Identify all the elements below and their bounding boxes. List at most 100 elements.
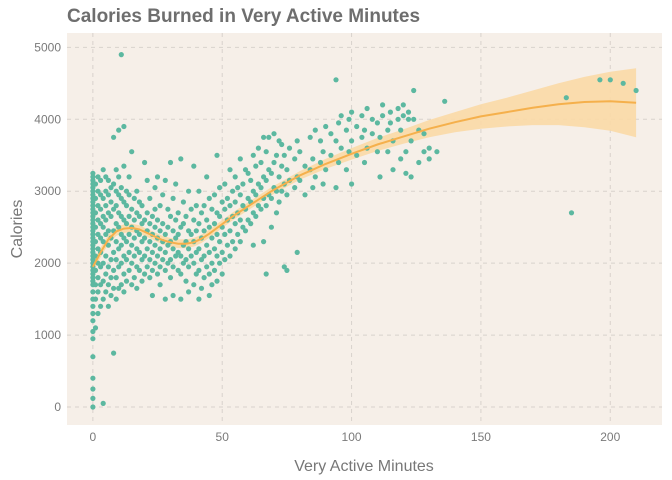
data-point bbox=[191, 217, 197, 223]
data-point bbox=[105, 242, 111, 248]
data-point bbox=[167, 159, 174, 166]
data-point bbox=[211, 221, 218, 227]
data-point bbox=[263, 203, 269, 209]
data-point bbox=[111, 249, 117, 255]
data-point bbox=[134, 285, 140, 291]
data-point bbox=[90, 386, 96, 392]
data-point bbox=[123, 203, 130, 209]
data-point bbox=[193, 271, 199, 277]
data-point bbox=[142, 159, 148, 166]
data-point bbox=[92, 195, 99, 201]
data-point bbox=[336, 159, 342, 166]
data-point bbox=[284, 267, 290, 273]
data-point bbox=[113, 167, 119, 173]
data-point bbox=[90, 375, 96, 381]
data-point bbox=[136, 231, 142, 237]
y-axis-title: Calories bbox=[9, 200, 26, 259]
data-point bbox=[217, 239, 223, 245]
data-point bbox=[108, 275, 114, 281]
data-point bbox=[160, 192, 166, 198]
data-point bbox=[147, 257, 153, 263]
data-point bbox=[307, 134, 313, 140]
data-point bbox=[90, 318, 96, 324]
data-point bbox=[320, 181, 326, 187]
data-point bbox=[105, 282, 111, 288]
data-point bbox=[198, 257, 205, 263]
data-point bbox=[116, 285, 122, 291]
data-point bbox=[90, 275, 96, 281]
data-point bbox=[116, 246, 122, 252]
data-point bbox=[240, 224, 246, 230]
data-point bbox=[144, 210, 150, 216]
data-point bbox=[292, 185, 298, 191]
data-point bbox=[157, 228, 163, 234]
data-point bbox=[118, 195, 124, 201]
data-point bbox=[123, 221, 130, 227]
data-point bbox=[266, 167, 272, 173]
data-point bbox=[377, 174, 383, 180]
data-point bbox=[100, 195, 106, 201]
data-point bbox=[95, 231, 101, 237]
data-point bbox=[123, 188, 130, 194]
data-point bbox=[90, 170, 96, 176]
data-point bbox=[90, 336, 96, 342]
data-point bbox=[214, 231, 220, 237]
data-point bbox=[338, 113, 344, 119]
data-point bbox=[95, 188, 101, 194]
data-point bbox=[105, 192, 111, 198]
data-point bbox=[90, 188, 96, 194]
data-point bbox=[214, 152, 220, 158]
data-point bbox=[90, 354, 96, 360]
data-point bbox=[284, 167, 290, 173]
data-point bbox=[162, 249, 168, 255]
data-point bbox=[245, 195, 251, 201]
data-point bbox=[92, 296, 99, 302]
data-point bbox=[126, 192, 132, 198]
data-point bbox=[255, 145, 261, 151]
data-point bbox=[90, 328, 96, 335]
data-point bbox=[157, 203, 163, 209]
data-point bbox=[411, 87, 417, 94]
data-point bbox=[273, 152, 280, 158]
data-point bbox=[186, 228, 192, 234]
data-point bbox=[154, 271, 161, 277]
data-point bbox=[134, 264, 140, 270]
data-point bbox=[201, 275, 207, 281]
data-point bbox=[95, 203, 101, 209]
data-point bbox=[95, 289, 101, 295]
data-point bbox=[116, 264, 122, 270]
data-point bbox=[271, 131, 277, 137]
data-point bbox=[237, 156, 243, 162]
data-point bbox=[121, 289, 127, 295]
data-point bbox=[98, 303, 104, 309]
data-point bbox=[111, 181, 117, 187]
data-point bbox=[227, 228, 233, 234]
data-point bbox=[118, 185, 124, 191]
data-point bbox=[116, 127, 122, 133]
data-point bbox=[131, 217, 137, 223]
data-point bbox=[206, 249, 212, 255]
data-point bbox=[167, 275, 174, 281]
data-point bbox=[147, 195, 153, 201]
data-point bbox=[90, 246, 96, 252]
data-point bbox=[235, 185, 241, 191]
data-point bbox=[90, 271, 96, 277]
data-point bbox=[100, 224, 106, 230]
data-point bbox=[374, 149, 380, 155]
data-point bbox=[346, 116, 352, 122]
data-point bbox=[152, 206, 158, 212]
data-point bbox=[369, 131, 375, 137]
data-point bbox=[157, 246, 163, 252]
data-point bbox=[263, 149, 269, 155]
data-point bbox=[196, 221, 202, 227]
data-point bbox=[90, 235, 96, 241]
data-point bbox=[167, 257, 174, 263]
data-point bbox=[361, 159, 368, 166]
data-point bbox=[98, 264, 104, 270]
data-point bbox=[568, 210, 575, 216]
data-point bbox=[118, 213, 124, 219]
data-point bbox=[245, 217, 251, 223]
data-point bbox=[123, 278, 130, 284]
data-point bbox=[224, 195, 230, 201]
